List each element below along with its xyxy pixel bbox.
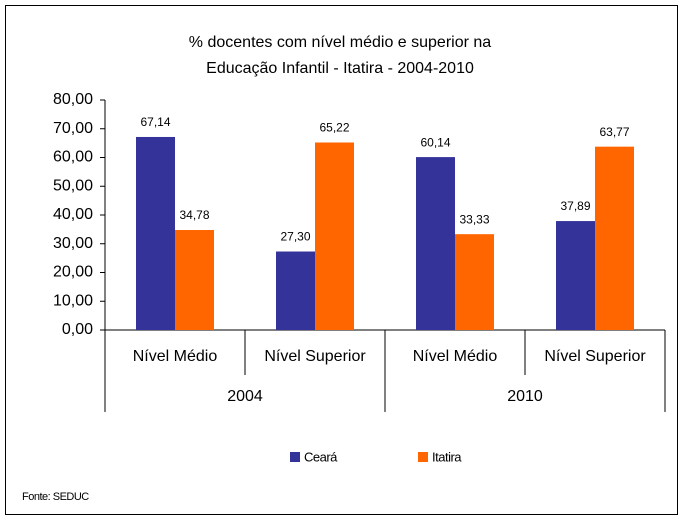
x-tick-label: Nível Superior [264,348,366,365]
group-label: 2010 [507,388,543,405]
value-label: 63,77 [599,125,629,139]
legend-label: Ceará [304,449,338,464]
chart-title: % docentes com nível médio e superior na [189,34,491,51]
bar [595,146,634,330]
y-tick-label: 70,00 [53,120,93,137]
y-tick-label: 40,00 [53,206,93,223]
x-tick-label: Nível Médio [133,348,218,365]
y-tick-label: 60,00 [53,149,93,166]
y-tick-label: 10,00 [53,292,93,309]
bar [416,157,455,330]
legend-swatch [290,452,300,462]
value-label: 27,30 [280,230,310,244]
value-label: 65,22 [319,121,349,135]
value-label: 67,14 [140,115,170,129]
legend-label: Itatira [432,449,462,464]
value-label: 60,14 [420,135,450,149]
x-tick-label: Nível Superior [544,348,646,365]
value-label: 34,78 [179,208,209,222]
bar [455,234,494,330]
legend-swatch [418,452,428,462]
y-tick-label: 20,00 [53,264,93,281]
value-label: 33,33 [459,212,489,226]
bar [315,142,354,330]
y-tick-label: 30,00 [53,235,93,252]
y-tick-label: 50,00 [53,177,93,194]
group-label: 2004 [227,388,263,405]
x-tick-label: Nível Médio [413,348,498,365]
y-tick-label: 80,00 [53,91,93,108]
y-tick-label: 0,00 [62,321,93,338]
bar [175,230,214,330]
chart-title: Educação Infantil - Itatira - 2004-2010 [206,60,474,77]
bar [136,136,175,330]
source: Fonte: SEDUC [22,491,89,503]
bar [556,221,595,330]
value-label: 37,89 [560,199,590,213]
bar [276,251,315,330]
